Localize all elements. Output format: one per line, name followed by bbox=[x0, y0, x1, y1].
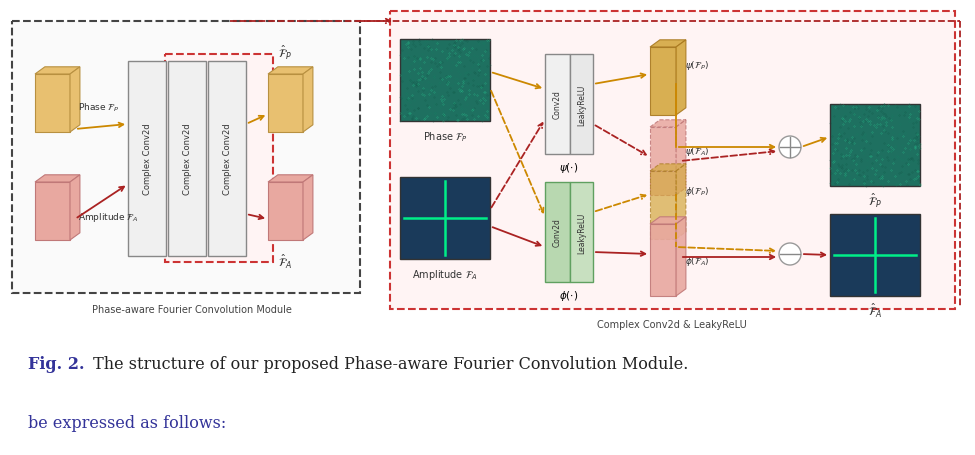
Text: Amplitude $\mathcal{F}_A$: Amplitude $\mathcal{F}_A$ bbox=[412, 268, 478, 281]
Text: The structure of our proposed Phase-aware Fourier Convolution Module.: The structure of our proposed Phase-awar… bbox=[88, 355, 688, 372]
Text: $\psi(\mathcal{F}_A)$: $\psi(\mathcal{F}_A)$ bbox=[685, 145, 710, 158]
Bar bbox=[830, 105, 920, 187]
Circle shape bbox=[779, 136, 801, 159]
Bar bbox=[570, 55, 593, 155]
Bar bbox=[390, 12, 955, 309]
Polygon shape bbox=[303, 68, 313, 133]
Text: $\psi(\mathcal{F}_P)$: $\psi(\mathcal{F}_P)$ bbox=[685, 58, 709, 71]
Bar bbox=[165, 55, 273, 263]
Polygon shape bbox=[650, 217, 685, 224]
Polygon shape bbox=[650, 121, 685, 128]
Text: $\phi(\cdot)$: $\phi(\cdot)$ bbox=[560, 288, 578, 302]
Polygon shape bbox=[650, 172, 676, 239]
Polygon shape bbox=[268, 176, 313, 182]
Text: Amplitude $\mathcal{F}_A$: Amplitude $\mathcal{F}_A$ bbox=[78, 211, 138, 224]
Polygon shape bbox=[35, 68, 80, 75]
Text: $\hat{\mathcal{F}}_P$: $\hat{\mathcal{F}}_P$ bbox=[278, 44, 292, 62]
Text: $\hat{\mathcal{F}}_A$: $\hat{\mathcal{F}}_A$ bbox=[868, 301, 882, 319]
Text: LeakyReLU: LeakyReLU bbox=[577, 84, 586, 125]
Polygon shape bbox=[268, 182, 303, 241]
Polygon shape bbox=[650, 164, 685, 172]
Text: Conv2d: Conv2d bbox=[553, 91, 562, 119]
Text: Phase $\mathcal{F}_P$: Phase $\mathcal{F}_P$ bbox=[78, 101, 120, 114]
Text: $\phi(\mathcal{F}_A)$: $\phi(\mathcal{F}_A)$ bbox=[685, 255, 710, 268]
Text: Conv2d: Conv2d bbox=[553, 218, 562, 247]
Bar bbox=[545, 182, 570, 283]
Polygon shape bbox=[650, 40, 685, 48]
Text: be expressed as follows:: be expressed as follows: bbox=[28, 414, 226, 431]
Polygon shape bbox=[268, 68, 313, 75]
Text: Fig. 2.: Fig. 2. bbox=[28, 355, 85, 372]
Text: Complex Conv2d & LeakyReLU: Complex Conv2d & LeakyReLU bbox=[597, 319, 747, 329]
Text: Complex Conv2d: Complex Conv2d bbox=[222, 123, 231, 195]
Bar bbox=[128, 62, 166, 257]
Text: $\phi(\mathcal{F}_P)$: $\phi(\mathcal{F}_P)$ bbox=[685, 185, 709, 198]
Polygon shape bbox=[676, 40, 685, 116]
Bar bbox=[208, 62, 246, 257]
Text: $\hat{\mathcal{F}}_P$: $\hat{\mathcal{F}}_P$ bbox=[868, 192, 882, 210]
Polygon shape bbox=[268, 75, 303, 133]
Text: $\hat{\mathcal{F}}_A$: $\hat{\mathcal{F}}_A$ bbox=[278, 253, 292, 271]
Polygon shape bbox=[35, 176, 80, 182]
Bar bbox=[12, 22, 360, 293]
Polygon shape bbox=[650, 128, 676, 196]
Bar bbox=[400, 40, 490, 122]
Polygon shape bbox=[35, 182, 70, 241]
Bar bbox=[545, 55, 570, 155]
Polygon shape bbox=[650, 48, 676, 116]
Text: Complex Conv2d: Complex Conv2d bbox=[142, 123, 151, 195]
Polygon shape bbox=[676, 217, 685, 296]
Bar bbox=[570, 182, 593, 283]
Polygon shape bbox=[70, 176, 80, 241]
Text: $\psi(\cdot)$: $\psi(\cdot)$ bbox=[560, 161, 578, 175]
Text: LeakyReLU: LeakyReLU bbox=[577, 212, 586, 253]
Polygon shape bbox=[35, 75, 70, 133]
Text: Phase $\mathcal{F}_P$: Phase $\mathcal{F}_P$ bbox=[422, 130, 467, 143]
Polygon shape bbox=[70, 68, 80, 133]
Circle shape bbox=[779, 243, 801, 265]
Text: Phase-aware Fourier Convolution Module: Phase-aware Fourier Convolution Module bbox=[92, 304, 292, 314]
Bar bbox=[400, 177, 490, 259]
Polygon shape bbox=[650, 224, 676, 296]
Bar bbox=[830, 214, 920, 296]
Bar bbox=[168, 62, 206, 257]
Polygon shape bbox=[676, 164, 685, 239]
Polygon shape bbox=[676, 121, 685, 196]
Polygon shape bbox=[303, 176, 313, 241]
Text: Complex Conv2d: Complex Conv2d bbox=[182, 123, 191, 195]
